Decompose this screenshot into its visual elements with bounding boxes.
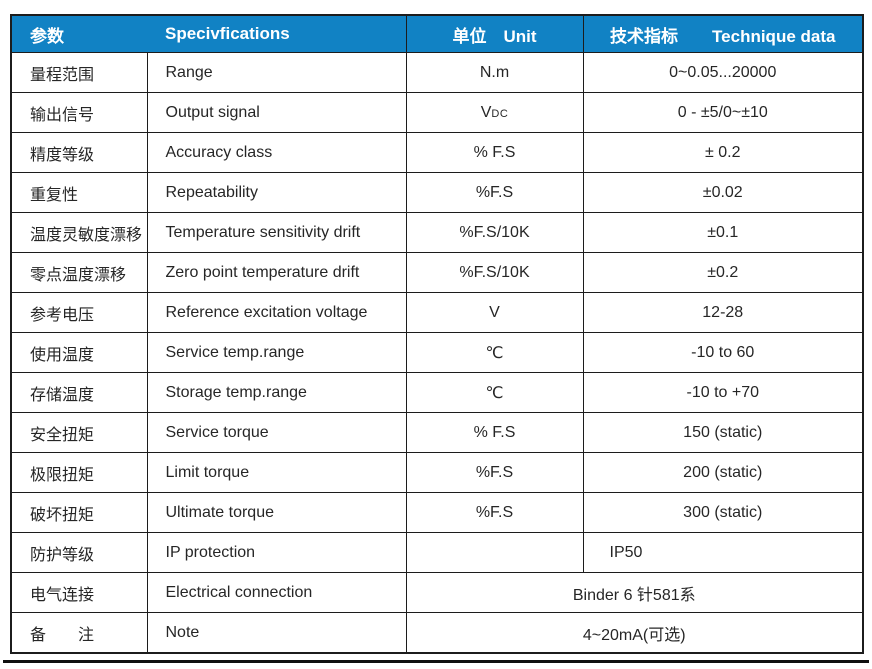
table-row: 安全扭矩 Service torque % F.S 150 (static): [10, 412, 864, 453]
value-cell: ±0.2: [582, 252, 864, 293]
unit-cell: ℃: [405, 372, 584, 413]
param-cn: 量程范围: [10, 52, 148, 93]
value-cell: ±0.1: [582, 212, 864, 253]
unit-cell: VDC: [405, 92, 584, 133]
param-en: Range: [146, 52, 407, 93]
param-en: Ultimate torque: [146, 492, 407, 533]
param-cn: 使用温度: [10, 332, 148, 373]
param-cn: 电气连接: [10, 572, 148, 613]
param-en: Limit torque: [146, 452, 407, 493]
table-row: 防护等级 IP protection IP50: [10, 532, 864, 573]
unit-cell: %F.S: [405, 452, 584, 493]
unit-cell: %F.S: [405, 492, 584, 533]
table-row: 量程范围 Range N.m 0~0.05...20000: [10, 52, 864, 93]
value-cell: 150 (static): [582, 412, 864, 453]
spec-table: 参数 Specivfications 单位 Unit 技术指标 Techniqu…: [10, 14, 864, 654]
table-row: 输出信号 Output signal VDC 0 - ±5/0~±10: [10, 92, 864, 133]
param-cn: 精度等级: [10, 132, 148, 173]
table-row: 使用温度 Service temp.range ℃ -10 to 60: [10, 332, 864, 373]
table-row: 温度灵敏度漂移 Temperature sensitivity drift %F…: [10, 212, 864, 253]
merged-value-cell: Binder 6 针581系: [405, 572, 864, 613]
param-en: Temperature sensitivity drift: [146, 212, 407, 253]
param-cn: 安全扭矩: [10, 412, 148, 453]
unit-cell: %F.S/10K: [405, 252, 584, 293]
param-en: Service temp.range: [146, 332, 407, 373]
value-cell: 200 (static): [582, 452, 864, 493]
table-row: 备 注 Note 4~20mA(可选): [10, 612, 864, 654]
value-cell: IP50: [582, 532, 864, 573]
unit-cell: % F.S: [405, 132, 584, 173]
param-cn: 温度灵敏度漂移: [10, 212, 148, 253]
value-cell: 0~0.05...20000: [582, 52, 864, 93]
table-row: 极限扭矩 Limit torque %F.S 200 (static): [10, 452, 864, 493]
param-en: Storage temp.range: [146, 372, 407, 413]
param-cn: 极限扭矩: [10, 452, 148, 493]
header-row: 参数 Specivfications 单位 Unit 技术指标 Techniqu…: [10, 14, 864, 53]
unit-cell: N.m: [405, 52, 584, 93]
unit-cell: % F.S: [405, 412, 584, 453]
param-en: Accuracy class: [146, 132, 407, 173]
unit-cell: %F.S: [405, 172, 584, 213]
unit-cell: ℃: [405, 332, 584, 373]
param-en: Zero point temperature drift: [146, 252, 407, 293]
unit-cell: V: [405, 292, 584, 333]
value-cell: 12-28: [582, 292, 864, 333]
param-cn: 输出信号: [10, 92, 148, 133]
param-cn: 重复性: [10, 172, 148, 213]
unit-main: V: [480, 103, 492, 121]
table-row: 重复性 Repeatability %F.S ±0.02: [10, 172, 864, 213]
unit-cell: %F.S/10K: [405, 212, 584, 253]
table-row: 存储温度 Storage temp.range ℃ -10 to +70: [10, 372, 864, 413]
value-cell: ± 0.2: [582, 132, 864, 173]
header-unit: 单位 Unit: [405, 14, 584, 53]
param-en: Service torque: [146, 412, 407, 453]
param-en: Reference excitation voltage: [146, 292, 407, 333]
table-row: 电气连接 Electrical connection Binder 6 针581…: [10, 572, 864, 613]
merged-value-cell: 4~20mA(可选): [405, 612, 864, 654]
value-cell: 0 - ±5/0~±10: [582, 92, 864, 133]
param-cn: 备 注: [10, 612, 148, 654]
param-cn: 防护等级: [10, 532, 148, 573]
table-row: 参考电压 Reference excitation voltage V 12-2…: [10, 292, 864, 333]
param-cn: 存储温度: [10, 372, 148, 413]
param-en: Repeatability: [146, 172, 407, 213]
unit-cell-empty: [405, 532, 584, 573]
value-cell: -10 to 60: [582, 332, 864, 373]
value-cell: 300 (static): [582, 492, 864, 533]
value-cell: -10 to +70: [582, 372, 864, 413]
param-en: IP protection: [146, 532, 407, 573]
bottom-divider: [3, 660, 869, 663]
param-cn: 零点温度漂移: [10, 252, 148, 293]
table-row: 破坏扭矩 Ultimate torque %F.S 300 (static): [10, 492, 864, 533]
table-row: 精度等级 Accuracy class % F.S ± 0.2: [10, 132, 864, 173]
param-en: Note: [146, 612, 407, 654]
header-spec: Specivfications: [147, 14, 407, 53]
param-cn: 参考电压: [10, 292, 148, 333]
header-param: 参数: [10, 14, 147, 53]
table-row: 零点温度漂移 Zero point temperature drift %F.S…: [10, 252, 864, 293]
param-en: Output signal: [146, 92, 407, 133]
header-data: 技术指标 Technique data: [582, 14, 864, 53]
value-cell: ±0.02: [582, 172, 864, 213]
unit-subscript: DC: [491, 107, 509, 120]
param-en: Electrical connection: [146, 572, 407, 613]
param-cn: 破坏扭矩: [10, 492, 148, 533]
